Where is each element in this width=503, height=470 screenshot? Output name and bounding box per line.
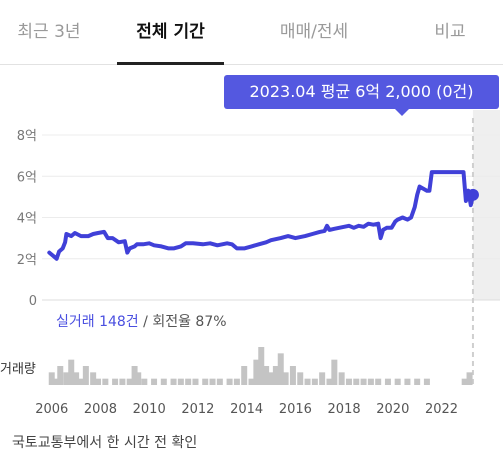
volume-bar [202, 378, 209, 385]
volume-bar [151, 378, 158, 385]
x-tick-label: 2012 [181, 402, 214, 417]
volume-bar [57, 366, 64, 385]
volume-bar [345, 378, 352, 385]
volume-bar [226, 378, 233, 385]
volume-bar [282, 372, 289, 385]
volume-bar [263, 366, 270, 385]
y-tick-label: 6억 [17, 170, 37, 185]
volume-bar [185, 378, 192, 385]
volume-bar [304, 378, 311, 385]
volume-bar [367, 378, 374, 385]
volume-bar [289, 366, 296, 385]
summary-separator: / [138, 314, 153, 330]
x-tick-label: 2006 [35, 402, 68, 417]
volume-bar [353, 378, 360, 385]
volume-bar [326, 378, 333, 385]
volume-bar [414, 378, 421, 385]
volume-bar [311, 378, 318, 385]
volume-bar [112, 378, 119, 385]
x-tick-label: 2014 [230, 402, 263, 417]
data-source: 국토교통부에서 한 시간 전 확인 [12, 435, 198, 451]
volume-bar [272, 366, 279, 385]
y-tick-label: 2억 [17, 253, 37, 268]
volume-bar [384, 378, 391, 385]
trade-summary: 실거래 148건 / 회전율 87% [56, 311, 227, 331]
tab-sale-jeonse[interactable]: 매매/전세 [279, 22, 349, 42]
volume-bar [73, 372, 80, 385]
volume-bar [131, 366, 138, 385]
future-region [472, 110, 500, 300]
volume-bar [68, 359, 75, 385]
x-tick-label: 2020 [376, 402, 409, 417]
volume-bar [423, 378, 430, 385]
volume-bar [170, 378, 177, 385]
volume-bar [95, 378, 102, 385]
volume-bar [48, 372, 55, 385]
tab-all-period[interactable]: 전체 기간 [117, 0, 224, 65]
volume-bar [394, 378, 401, 385]
tab-compare[interactable]: 비교 [434, 22, 466, 42]
volume-bar [63, 372, 70, 385]
volume-bar [209, 378, 216, 385]
volume-bar [248, 378, 255, 385]
price-line [47, 170, 475, 261]
volume-bar [90, 372, 97, 385]
volume-bar [319, 372, 326, 385]
volume-bar [160, 378, 167, 385]
volume-bar [53, 378, 60, 385]
volume-bar [331, 359, 338, 385]
volume-bar [192, 378, 199, 385]
volume-bar [233, 378, 240, 385]
x-tick-label: 2022 [425, 402, 458, 417]
current-price-marker [466, 188, 479, 201]
volume-bar [177, 378, 184, 385]
y-tick-label: 8억 [17, 129, 37, 144]
x-tick-label: 2010 [133, 402, 166, 417]
volume-bar [461, 378, 468, 385]
volume-bar [375, 378, 382, 385]
volume-bar [297, 372, 304, 385]
volume-bar [241, 366, 248, 385]
volume-label: 거래량 [0, 362, 36, 377]
y-tick-label: 0 [29, 294, 37, 309]
volume-bar [216, 378, 223, 385]
volume-bar [141, 378, 148, 385]
volume-bar [277, 353, 284, 385]
volume-bar [466, 372, 473, 385]
turnover-rate: 회전율 87% [152, 314, 227, 330]
price-chart[interactable]: 0 2억 4억 6억 8억 2006 2008 2010 2012 2014 2016 2018 202… [0, 65, 503, 430]
volume-bar [135, 372, 142, 385]
volume-bar [77, 378, 84, 385]
volume-bar [338, 372, 345, 385]
volume-bar [253, 359, 260, 385]
volume-bar [126, 378, 133, 385]
volume-bar [102, 378, 109, 385]
volume-bar [404, 378, 411, 385]
volume-bar [268, 372, 274, 385]
x-tick-label: 2008 [84, 402, 117, 417]
volume-bar [258, 347, 265, 385]
volume-bar [119, 378, 126, 385]
x-tick-label: 2016 [279, 402, 312, 417]
volume-bar [360, 378, 367, 385]
period-tabs: 최근 3년 전체 기간 매매/전세 비교 [0, 0, 503, 65]
volume-bar [82, 366, 89, 385]
trade-count: 실거래 148건 [56, 314, 139, 330]
x-tick-label: 2018 [328, 402, 361, 417]
tab-recent-3-years[interactable]: 최근 3년 [17, 22, 81, 42]
y-tick-label: 4억 [17, 212, 37, 227]
price-tooltip: 2023.04 평균 6억 2,000 (0건) [224, 75, 499, 116]
